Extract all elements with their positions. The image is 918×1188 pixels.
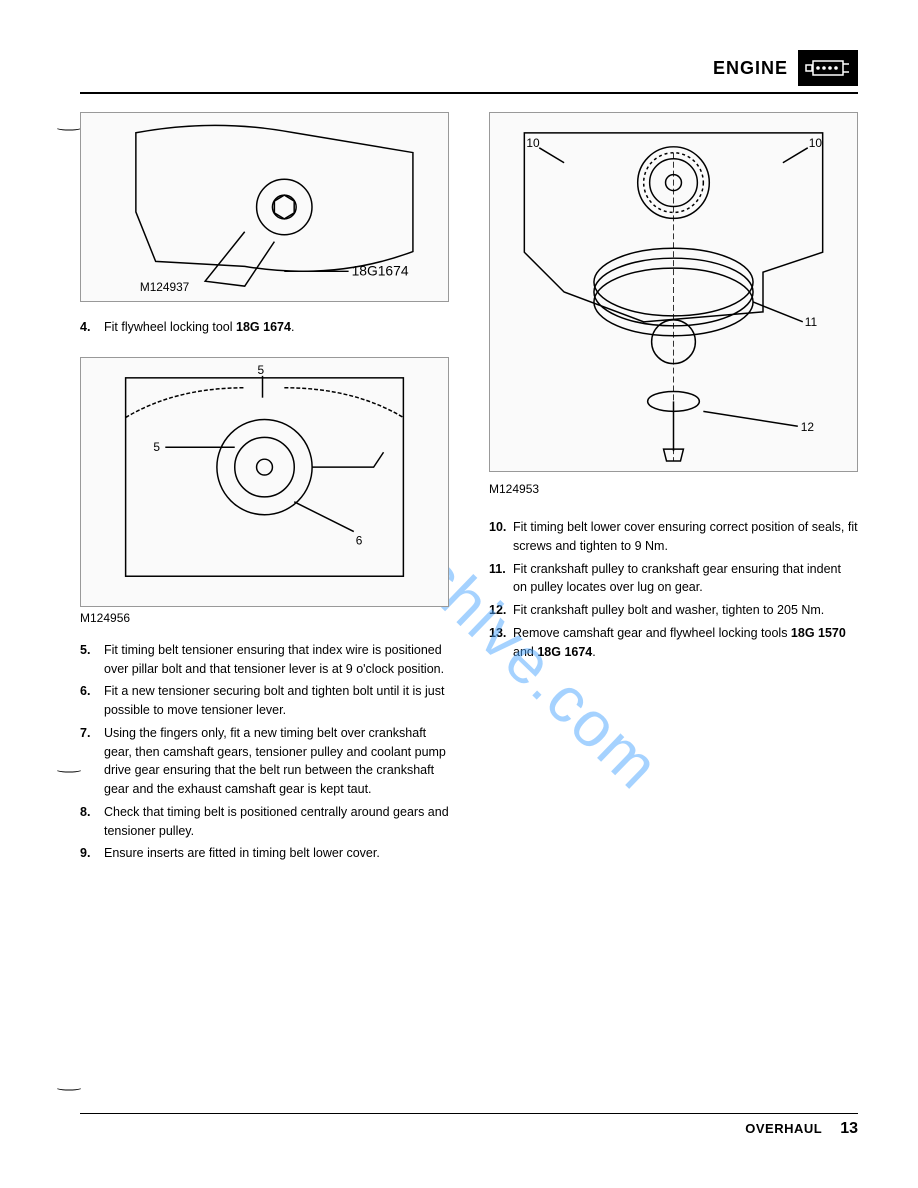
header-rule	[80, 92, 858, 94]
figure-crankshaft-pulley: 10 10 11 12 M124953	[489, 112, 858, 496]
step-item: 11. Fit crankshaft pulley to crankshaft …	[489, 560, 858, 598]
footer-section-label: OVERHAUL	[745, 1121, 822, 1136]
step-text: Fit a new tensioner securing bolt and ti…	[104, 682, 449, 720]
figure-ref: M124937	[140, 280, 189, 294]
step-item: 4. Fit flywheel locking tool 18G 1674.	[80, 318, 449, 337]
step-number: 8.	[80, 803, 104, 841]
header-title: ENGINE	[713, 58, 788, 79]
step-text: Check that timing belt is positioned cen…	[104, 803, 449, 841]
step-item: 8. Check that timing belt is positioned …	[80, 803, 449, 841]
step-item: 5. Fit timing belt tensioner ensuring th…	[80, 641, 449, 679]
figure-placeholder: 10 10 11 12	[489, 112, 858, 472]
step-text: Fit timing belt lower cover ensuring cor…	[513, 518, 858, 556]
step-list: 4. Fit flywheel locking tool 18G 1674.	[80, 318, 449, 337]
step-number: 12.	[489, 601, 513, 620]
binding-mark-icon: ⌣	[55, 1081, 84, 1097]
footer-row: OVERHAUL 13	[80, 1120, 858, 1138]
figure-placeholder: 5 5 6	[80, 357, 449, 607]
step-text: Using the fingers only, fit a new timing…	[104, 724, 449, 799]
figure-ref: M124953	[489, 482, 858, 496]
svg-text:5: 5	[258, 363, 265, 377]
step-number: 11.	[489, 560, 513, 598]
footer-page-number: 13	[840, 1120, 858, 1138]
step-list: 5. Fit timing belt tensioner ensuring th…	[80, 641, 449, 863]
step-item: 13. Remove camshaft gear and flywheel lo…	[489, 624, 858, 662]
step-text: Fit flywheel locking tool 18G 1674.	[104, 318, 449, 337]
svg-text:10: 10	[809, 136, 823, 150]
step-item: 12. Fit crankshaft pulley bolt and washe…	[489, 601, 858, 620]
content-columns: 18G1674 M124937 4. Fit flywheel locking …	[80, 112, 858, 867]
svg-text:10: 10	[526, 136, 540, 150]
footer-rule	[80, 1113, 858, 1114]
step-item: 6. Fit a new tensioner securing bolt and…	[80, 682, 449, 720]
step-number: 9.	[80, 844, 104, 863]
figure-tensioner: 5 5 6 M124956	[80, 357, 449, 625]
svg-text:11: 11	[805, 315, 818, 329]
step-number: 7.	[80, 724, 104, 799]
svg-text:5: 5	[153, 440, 160, 454]
svg-text:6: 6	[356, 533, 363, 547]
svg-text:12: 12	[801, 420, 815, 434]
figure-tool-label: 18G1674	[352, 262, 409, 278]
figure-ref: M124956	[80, 611, 449, 625]
figure-placeholder: 18G1674 M124937	[80, 112, 449, 302]
step-text: Fit crankshaft pulley to crankshaft gear…	[513, 560, 858, 598]
step-text: Fit crankshaft pulley bolt and washer, t…	[513, 601, 858, 620]
step-item: 7. Using the fingers only, fit a new tim…	[80, 724, 449, 799]
step-item: 10. Fit timing belt lower cover ensuring…	[489, 518, 858, 556]
step-number: 10.	[489, 518, 513, 556]
step-text: Remove camshaft gear and flywheel lockin…	[513, 624, 858, 662]
left-column: 18G1674 M124937 4. Fit flywheel locking …	[80, 112, 449, 867]
step-number: 13.	[489, 624, 513, 662]
step-list: 10. Fit timing belt lower cover ensuring…	[489, 518, 858, 661]
engine-icon	[798, 50, 858, 86]
step-number: 4.	[80, 318, 104, 337]
figure-flywheel-tool: 18G1674 M124937	[80, 112, 449, 302]
right-column: 10 10 11 12 M124953 10. Fit timing belt …	[489, 112, 858, 867]
binding-mark-icon: ⌣	[55, 763, 84, 779]
page-container: ⌣ ⌣ ⌣ manualshive.com ENGINE	[0, 0, 918, 1188]
page-header: ENGINE	[80, 50, 858, 86]
page-footer: OVERHAUL 13	[80, 1113, 858, 1138]
step-item: 9. Ensure inserts are fitted in timing b…	[80, 844, 449, 863]
step-text: Fit timing belt tensioner ensuring that …	[104, 641, 449, 679]
step-text: Ensure inserts are fitted in timing belt…	[104, 844, 449, 863]
step-number: 5.	[80, 641, 104, 679]
step-number: 6.	[80, 682, 104, 720]
